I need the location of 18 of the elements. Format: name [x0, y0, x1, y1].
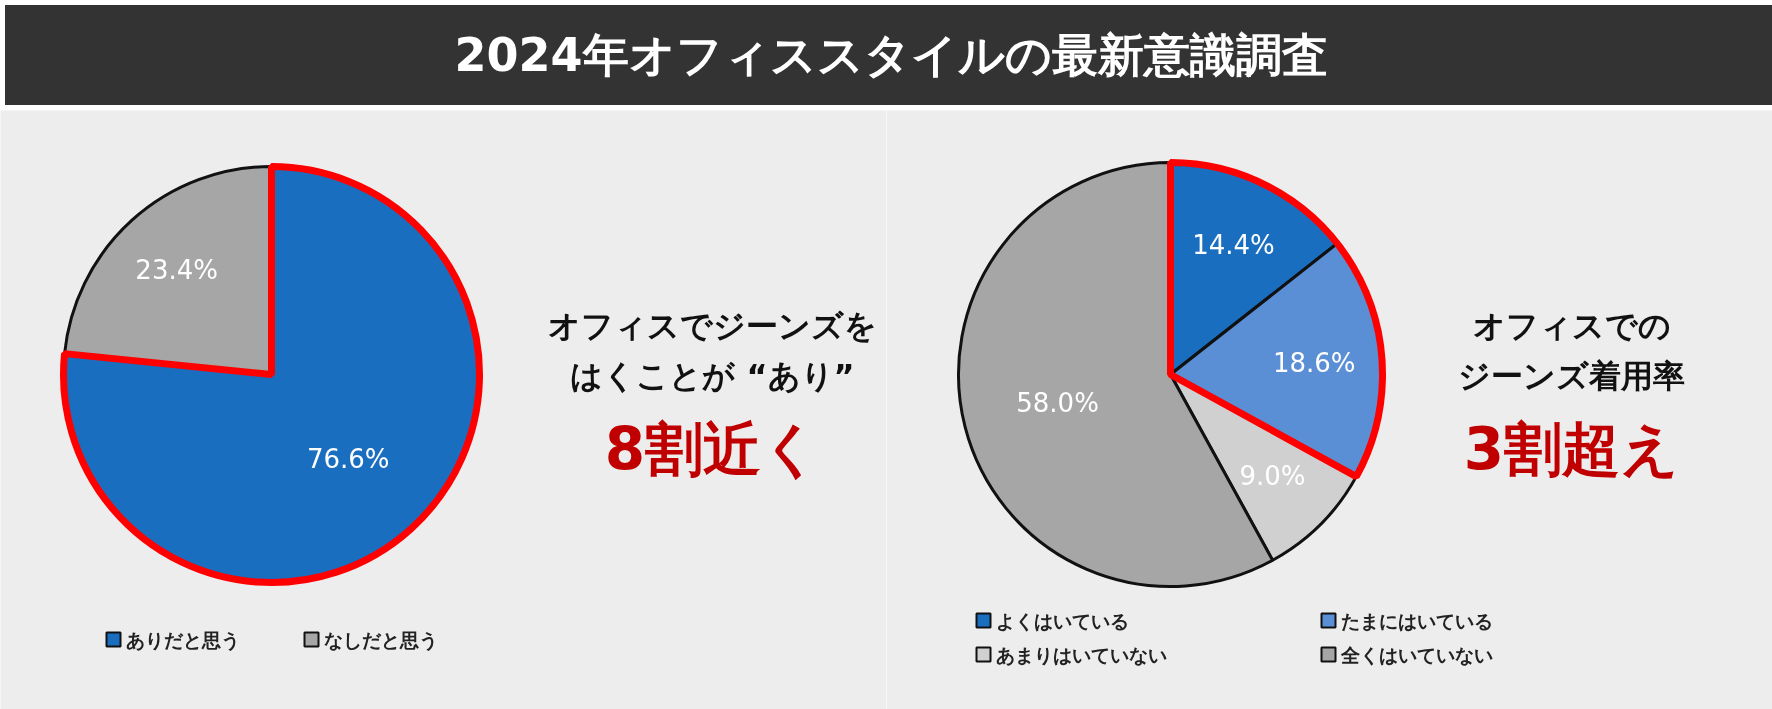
legend-label: よくはいている — [995, 609, 1129, 632]
legend-label: ありだと思う — [125, 628, 240, 652]
text: はくことが “あり” — [570, 356, 855, 395]
data-label: 14.4% — [1192, 229, 1275, 260]
text: 2024年オフィススタイルの最新意識調査 — [454, 27, 1328, 84]
legend-label: あまりはいていない — [995, 643, 1167, 666]
legend-label: なしだと思う — [323, 628, 438, 652]
text: ジーンズ着用率 — [1458, 356, 1685, 395]
data-label: 18.6% — [1272, 347, 1356, 378]
data-label: 23.4% — [135, 254, 218, 285]
data-label: 76.6% — [306, 444, 390, 475]
text: 3割超え — [1463, 414, 1680, 483]
text: オフィスでジーンズを — [548, 306, 877, 345]
text: オフィスでの — [1472, 306, 1671, 345]
text: 8割近く — [604, 414, 821, 483]
data-label: 58.0% — [1016, 388, 1099, 419]
legend-label: たまにはいている — [1340, 609, 1493, 632]
legend-label: 全くはいていない — [1339, 643, 1493, 666]
